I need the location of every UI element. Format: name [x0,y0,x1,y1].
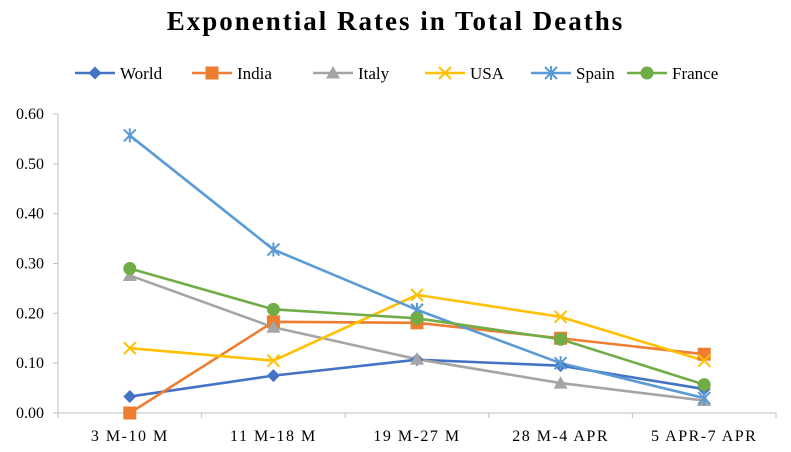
data-point-france [410,311,424,325]
legend-item-india: India [192,64,272,83]
legend-item-world: World [75,64,163,83]
data-point-india [123,406,137,420]
data-point-italy [410,352,424,365]
data-point-usa [553,310,568,324]
legend-marker [544,66,558,80]
data-point-france [266,302,280,316]
data-point-spain [553,356,568,371]
data-point-usa [697,353,711,368]
y-tick-label: 0.20 [16,305,44,322]
legend-label: USA [470,64,505,83]
x-tick-label: 11 M-18 M [230,428,317,445]
y-tick-label: 0.00 [16,405,44,422]
legend-marker [205,66,219,80]
legend-label: India [237,64,272,83]
x-tick-label: 19 M-27 M [373,428,460,445]
legend-marker [640,66,654,80]
legend-label: France [672,64,718,83]
legend-label: Italy [358,64,390,83]
data-point-india [697,347,711,361]
data-point-world [266,369,280,383]
legend-item-france: France [627,64,718,83]
legend-label: World [120,64,163,83]
data-point-france [554,332,568,346]
chart-title: Exponential Rates in Total Deaths [166,6,625,36]
data-point-spain [266,242,281,257]
data-point-world [123,390,137,404]
y-tick-label: 0.30 [16,256,44,273]
x-tick-label: 5 APR-7 APR [651,428,757,445]
y-tick-label: 0.10 [16,355,44,372]
legend-marker [438,66,452,80]
legend-item-usa: USA [425,64,505,83]
x-tick-label: 28 M-4 APR [512,428,609,445]
data-point-usa [266,353,281,368]
data-point-france [697,378,711,392]
data-point-usa [410,288,424,302]
y-tick-label: 0.50 [16,156,44,173]
data-point-spain [697,391,711,406]
legend-marker [88,66,102,80]
data-point-italy [266,320,281,333]
legend-item-spain: Spain [531,64,615,83]
data-point-spain [123,128,137,143]
x-tick-label: 3 M-10 M [91,428,169,445]
legend-marker [326,66,340,79]
data-point-italy [553,376,568,389]
y-tick-label: 0.60 [16,106,44,123]
legend-item-italy: Italy [313,64,390,83]
y-tick-label: 0.40 [16,206,44,223]
data-point-france [123,261,137,275]
data-point-usa [123,341,137,355]
legend-label: Spain [576,64,615,83]
